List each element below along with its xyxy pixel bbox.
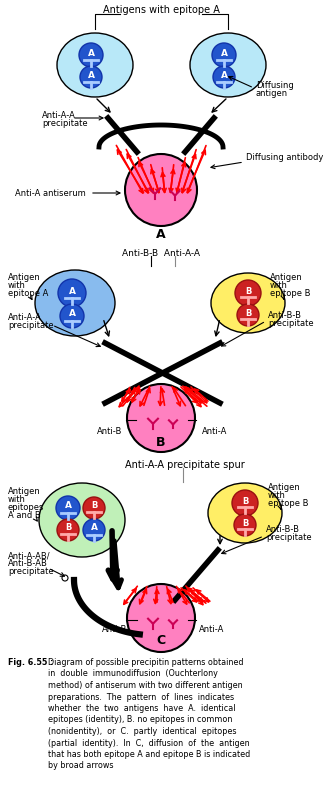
Ellipse shape: [211, 273, 285, 333]
Circle shape: [127, 584, 195, 652]
Text: Antigen: Antigen: [8, 273, 41, 283]
Text: Anti-A antiserum: Anti-A antiserum: [15, 189, 86, 197]
Text: Anti-B-B: Anti-B-B: [268, 312, 302, 320]
Text: antigen: antigen: [256, 89, 288, 97]
Text: (nonidentity),  or  C.  partly  identical  epitopes: (nonidentity), or C. partly identical ep…: [48, 727, 236, 736]
Text: A: A: [68, 287, 76, 296]
Text: precipitate: precipitate: [266, 534, 312, 543]
Ellipse shape: [190, 33, 266, 97]
Text: precipitate: precipitate: [8, 321, 54, 331]
Text: Antigen: Antigen: [8, 487, 41, 496]
Circle shape: [83, 497, 105, 519]
Text: A: A: [90, 523, 98, 532]
Circle shape: [56, 496, 80, 520]
Text: with: with: [268, 491, 286, 500]
Text: whether  the  two  antigens  have  A.  identical: whether the two antigens have A. identic…: [48, 704, 235, 713]
Text: B: B: [65, 523, 71, 532]
Text: Fig. 6.55 :: Fig. 6.55 :: [8, 658, 56, 667]
Text: (partial  identity).  In  C,  diffusion  of  the  antigen: (partial identity). In C, diffusion of t…: [48, 738, 250, 748]
Text: B: B: [91, 502, 97, 511]
Text: Anti-A: Anti-A: [199, 626, 225, 634]
Text: that has both epitope A and epitope B is indicated: that has both epitope A and epitope B is…: [48, 750, 250, 759]
Circle shape: [80, 66, 102, 88]
Text: B: B: [242, 519, 248, 527]
Text: Anti-A-A precipitate spur: Anti-A-A precipitate spur: [125, 460, 245, 470]
Ellipse shape: [208, 483, 282, 543]
Text: A: A: [156, 228, 166, 240]
Circle shape: [212, 43, 236, 67]
Text: with: with: [270, 281, 288, 291]
Ellipse shape: [39, 483, 125, 557]
Circle shape: [79, 43, 103, 67]
Text: epitope A: epitope A: [8, 289, 48, 299]
Text: by broad arrows: by broad arrows: [48, 761, 113, 770]
Text: B: B: [156, 435, 166, 448]
Text: C: C: [156, 634, 166, 646]
Circle shape: [235, 280, 261, 306]
Text: Anti-A: Anti-A: [202, 427, 228, 435]
Circle shape: [57, 519, 79, 541]
Text: Anti-B-B: Anti-B-B: [266, 526, 300, 535]
Text: epitopes: epitopes: [8, 503, 44, 512]
Text: Anti-A-A: Anti-A-A: [8, 313, 42, 323]
Text: method) of antiserum with two different antigen: method) of antiserum with two different …: [48, 681, 243, 690]
Circle shape: [213, 66, 235, 88]
Text: epitopes (identity), B. no epitopes in common: epitopes (identity), B. no epitopes in c…: [48, 715, 232, 725]
Text: with: with: [8, 281, 26, 291]
Circle shape: [83, 519, 105, 541]
Text: Antigen: Antigen: [268, 483, 301, 492]
Circle shape: [237, 304, 259, 326]
Text: Anti-B-B  Anti-A-A: Anti-B-B Anti-A-A: [122, 248, 200, 257]
Text: epitope B: epitope B: [268, 499, 308, 508]
Text: in  double  immunodiffusion  (Ouchterlony: in double immunodiffusion (Ouchterlony: [48, 670, 218, 678]
Text: precipitate: precipitate: [268, 320, 314, 328]
Text: A: A: [65, 502, 71, 511]
Text: B: B: [242, 496, 248, 506]
Circle shape: [234, 514, 256, 536]
Text: A: A: [68, 309, 76, 319]
Text: precipitate: precipitate: [8, 567, 54, 577]
Text: B: B: [245, 287, 251, 296]
Circle shape: [62, 575, 68, 581]
Text: Diffusing: Diffusing: [256, 81, 294, 89]
Text: preparations.  The  pattern  of  lines  indicates: preparations. The pattern of lines indic…: [48, 693, 234, 702]
Text: A: A: [88, 70, 95, 79]
Ellipse shape: [57, 33, 133, 97]
Text: Anti-B: Anti-B: [102, 626, 128, 634]
Text: A: A: [221, 49, 227, 58]
Text: epitope B: epitope B: [270, 289, 310, 299]
Text: Diagram of possible precipitin patterns obtained: Diagram of possible precipitin patterns …: [48, 658, 244, 667]
Circle shape: [60, 304, 84, 328]
Ellipse shape: [35, 270, 115, 336]
Circle shape: [58, 279, 86, 307]
Text: Anti-B: Anti-B: [97, 427, 123, 435]
Text: Anti-A-AB/: Anti-A-AB/: [8, 551, 51, 561]
Circle shape: [232, 490, 258, 516]
Circle shape: [125, 154, 197, 226]
Text: A: A: [88, 49, 95, 58]
Text: Diffusing antibody: Diffusing antibody: [246, 153, 323, 162]
Circle shape: [127, 384, 195, 452]
Text: A and B: A and B: [8, 511, 41, 520]
Text: A: A: [221, 70, 227, 79]
Text: B: B: [245, 308, 251, 317]
Text: precipitate: precipitate: [42, 118, 88, 128]
Text: with: with: [8, 495, 26, 504]
Text: Anti-B-AB: Anti-B-AB: [8, 559, 48, 569]
Text: Antigen: Antigen: [270, 273, 303, 283]
Text: Antigens with epitope A: Antigens with epitope A: [103, 5, 219, 15]
Text: Anti-A-A: Anti-A-A: [42, 110, 76, 120]
